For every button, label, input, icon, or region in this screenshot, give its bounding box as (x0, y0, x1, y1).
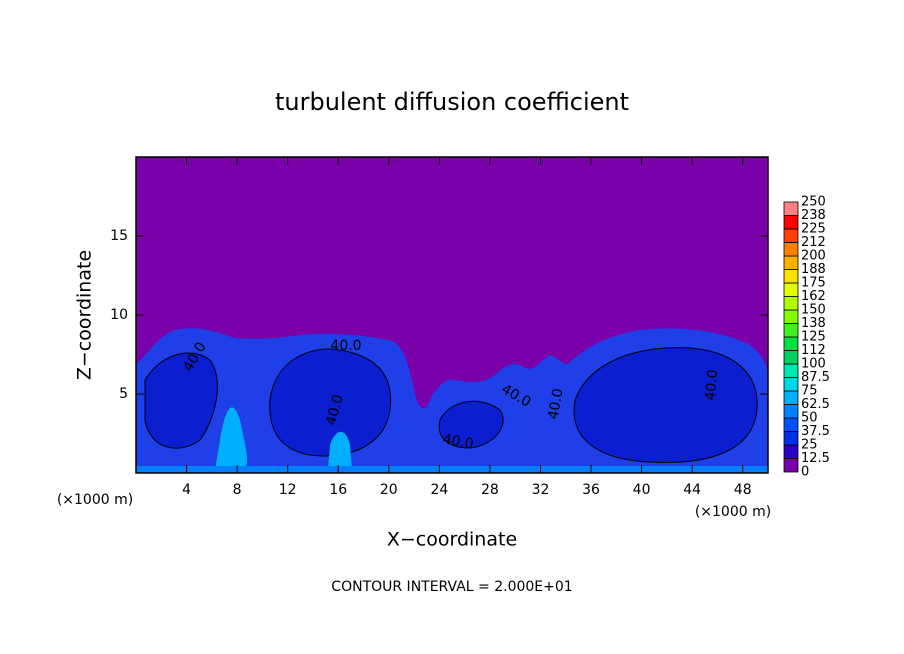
field-plume (328, 431, 352, 470)
field-core (144, 352, 218, 449)
colorbar-box (783, 431, 799, 446)
field (136, 157, 768, 473)
x-tick-label: 12 (279, 482, 297, 498)
colorbar-box (783, 282, 799, 297)
field-surface (136, 466, 768, 473)
colorbar-label: 150 (801, 303, 826, 318)
chart-title: turbulent diffusion coefficient (275, 88, 629, 116)
colorbar-label: 12.5 (801, 451, 830, 466)
colorbar-box (783, 336, 799, 351)
x-axis-title: X−coordinate (387, 529, 517, 551)
colorbar-box (783, 417, 799, 432)
x-tick-label: 32 (532, 482, 550, 498)
x-tick-label: 48 (734, 482, 752, 498)
x-tick-label: 28 (481, 482, 499, 498)
colorbar-label: 162 (801, 289, 826, 304)
colorbar-box (783, 201, 799, 216)
x-tick-label: 20 (380, 482, 398, 498)
contour-label: 40.0 (441, 431, 474, 452)
colorbar-box (783, 363, 799, 378)
colorbar-label: 50 (801, 411, 818, 426)
colorbar-box (783, 242, 799, 257)
colorbar-box (783, 390, 799, 405)
colorbar-box (783, 215, 799, 230)
colorbar-box (783, 350, 799, 365)
colorbar-label: 225 (801, 222, 826, 237)
y-tick-label: 15 (110, 228, 128, 244)
colorbar-box (783, 404, 799, 419)
colorbar-label: 75 (801, 384, 818, 399)
colorbar-label: 125 (801, 330, 826, 345)
colorbar-box (783, 228, 799, 243)
colorbar-label: 212 (801, 235, 826, 250)
colorbar-label: 238 (801, 208, 826, 223)
x-tick-label: 4 (182, 482, 191, 498)
contour-label: 40.0 (545, 387, 566, 420)
y-tick-label: 5 (119, 386, 128, 402)
x-tick-label: 16 (329, 482, 347, 498)
colorbar-box (783, 377, 799, 392)
colorbar-label: 25 (801, 438, 818, 453)
y-axis-title: Z−coordinate (74, 250, 96, 380)
colorbar-box (783, 323, 799, 338)
colorbar-label: 112 (801, 343, 826, 358)
colorbar-label: 138 (801, 316, 826, 331)
colorbar-box (783, 269, 799, 284)
colorbar-label: 62.5 (801, 397, 830, 412)
field-core (573, 347, 758, 463)
colorbar-label: 188 (801, 262, 826, 277)
colorbar-label: 87.5 (801, 370, 830, 385)
colorbar-label: 37.5 (801, 424, 830, 439)
x-tick-label: 24 (430, 482, 448, 498)
colorbar-label: 200 (801, 249, 826, 264)
x-tick-label: 36 (582, 482, 600, 498)
x-unit: (×1000 m) (695, 504, 771, 520)
footer: CONTOUR INTERVAL = 2.000E+01 (331, 579, 572, 595)
colorbar-label: 0 (801, 465, 809, 480)
field-core (438, 400, 504, 449)
colorbar-box (783, 444, 799, 459)
y-tick-label: 10 (110, 307, 128, 323)
colorbar-box (783, 458, 799, 473)
colorbar-box (783, 296, 799, 311)
colorbar-label: 100 (801, 357, 826, 372)
contour-label: 40.0 (323, 393, 347, 427)
contour-label: 40.0 (330, 338, 361, 354)
colorbar-label: 250 (801, 195, 826, 210)
field-core (269, 348, 392, 457)
x-unit: (×1000 m) (57, 492, 133, 508)
x-tick-label: 44 (683, 482, 701, 498)
colorbar-label: 175 (801, 276, 826, 291)
colorbar-box (783, 255, 799, 270)
field-plume (215, 407, 248, 470)
x-tick-label: 40 (633, 482, 651, 498)
colorbar-box (783, 309, 799, 324)
contour-label: 40.0 (703, 369, 722, 401)
x-tick-label: 8 (233, 482, 242, 498)
